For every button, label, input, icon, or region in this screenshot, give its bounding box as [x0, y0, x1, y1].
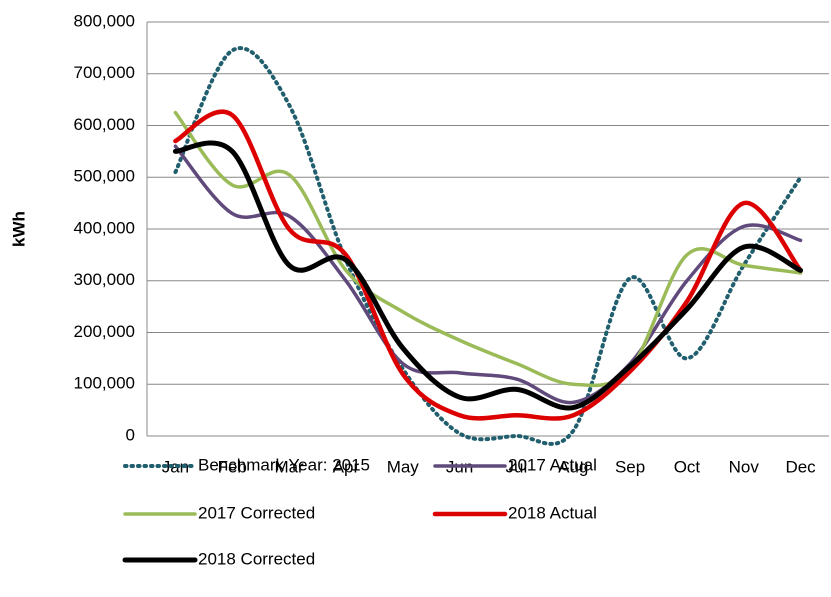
- legend-label: 2017 Actual: [508, 455, 597, 474]
- legend-label: 2018 Actual: [508, 503, 597, 522]
- y-tick-label: 800,000: [74, 11, 135, 30]
- x-tick-label: Mar: [274, 457, 304, 476]
- x-tick-label: Oct: [674, 457, 701, 476]
- legend-label: 2018 Corrected: [198, 549, 315, 568]
- y-tick-label: 400,000: [74, 218, 135, 237]
- series-line: [173, 110, 803, 388]
- series-line: [173, 46, 803, 446]
- y-tick-label: 0: [126, 425, 135, 444]
- x-tick-label: Apr: [333, 457, 360, 476]
- x-tick-label: May: [387, 457, 420, 476]
- x-tick-label: Nov: [729, 457, 760, 476]
- y-axis-label: kWh: [9, 211, 28, 247]
- series-line: [173, 109, 803, 421]
- y-tick-label: 700,000: [74, 63, 135, 82]
- y-tick-label: 600,000: [74, 115, 135, 134]
- x-tick-label: Dec: [785, 457, 816, 476]
- series-line: [172, 140, 804, 411]
- x-tick-label: Feb: [218, 457, 247, 476]
- y-tick-label: 300,000: [74, 270, 135, 289]
- legend-label: Benchmark Year: 2015: [198, 455, 370, 474]
- x-tick-label: Aug: [558, 457, 588, 476]
- x-tick-label: Jul: [506, 457, 528, 476]
- x-tick-label: Sep: [615, 457, 645, 476]
- y-tick-label: 500,000: [74, 167, 135, 186]
- y-tick-label: 200,000: [74, 322, 135, 341]
- y-tick-label: 100,000: [74, 374, 135, 393]
- legend-label: 2017 Corrected: [198, 503, 315, 522]
